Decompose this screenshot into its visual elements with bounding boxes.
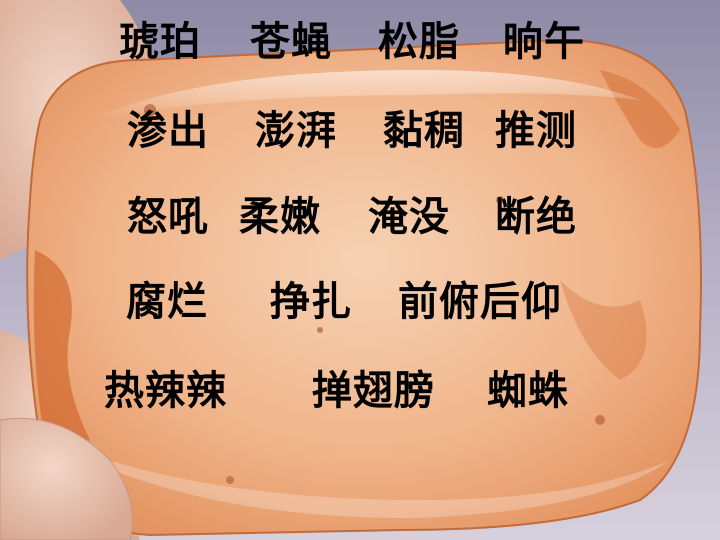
word-label: 挣扎 xyxy=(270,279,352,325)
word-label: 前俯后仰 xyxy=(398,279,562,325)
highlight xyxy=(90,70,640,120)
inclusion xyxy=(496,196,504,204)
inclusion xyxy=(560,280,647,380)
word-label: 琥珀 xyxy=(119,19,201,65)
word-label: 蜘蛛 xyxy=(487,368,569,414)
word-label: 断绝 xyxy=(495,194,577,240)
word-label: 黏稠 xyxy=(383,108,465,154)
word-label: 苍蝇 xyxy=(250,19,332,65)
inclusion xyxy=(317,327,323,333)
word-label: 渗出 xyxy=(127,108,209,154)
word-label: 热辣辣 xyxy=(104,368,227,414)
inclusion xyxy=(226,476,234,484)
word-label: 澎湃 xyxy=(255,108,337,154)
thumb-shape xyxy=(0,417,133,540)
word-label: 推测 xyxy=(495,108,577,154)
word-label: 晌午 xyxy=(503,19,585,65)
word-label: 柔嫩 xyxy=(239,194,321,240)
word-label: 怒吼 xyxy=(127,194,209,240)
inclusion xyxy=(600,70,680,148)
amber-stone xyxy=(26,38,702,537)
inclusion xyxy=(595,415,605,425)
word-label: 腐烂 xyxy=(126,279,208,325)
word-label: 掸翅膀 xyxy=(312,368,435,414)
word-label: 淹没 xyxy=(368,194,450,240)
highlight xyxy=(50,440,670,519)
inclusion xyxy=(33,250,90,450)
word-label: 松脂 xyxy=(378,19,460,65)
